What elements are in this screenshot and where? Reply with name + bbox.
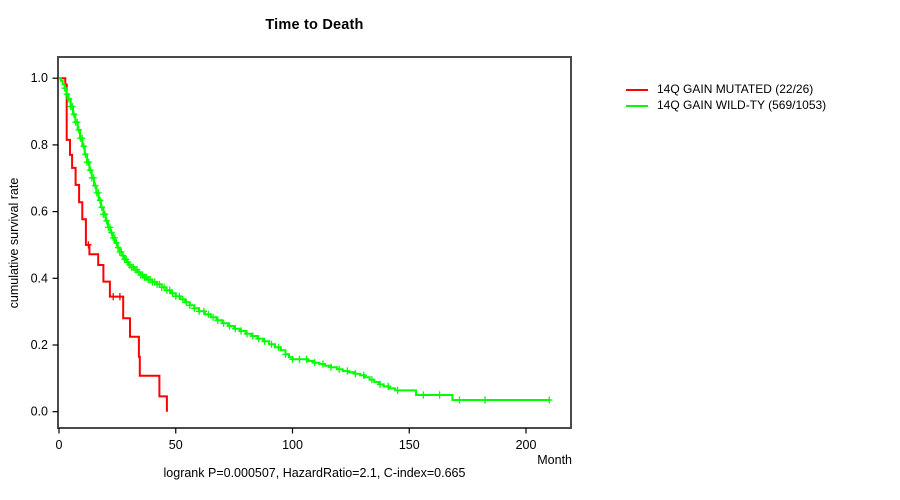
censor-mark-1	[101, 210, 109, 218]
censor-mark-1	[368, 376, 376, 384]
y-axis-label: cumulative survival rate	[7, 177, 21, 309]
censor-mark-1	[243, 330, 251, 338]
censor-mark-1	[255, 335, 262, 343]
series-curve-0	[59, 77, 168, 412]
censor-mark-1	[80, 142, 87, 150]
x-tick-label: 50	[169, 438, 183, 452]
x-tick-label: 150	[399, 438, 420, 452]
censor-mark-1	[303, 355, 310, 363]
censor-mark-1	[327, 363, 335, 371]
censor-mark-1	[103, 217, 110, 225]
censor-mark-1	[319, 360, 327, 368]
legend-item-mutated: 14Q GAIN MUTATED (22/26)	[626, 83, 826, 96]
censor-mark-1	[186, 301, 193, 309]
censor-mark-1	[75, 126, 82, 134]
censor-mark-1	[436, 391, 443, 399]
censor-mark-1	[176, 292, 183, 300]
censor-mark-1	[61, 84, 68, 92]
censor-mark-1	[268, 340, 275, 348]
censor-mark-1	[232, 325, 239, 333]
legend-label-wildtype: 14Q GAIN WILD-TY (569/1053)	[657, 98, 827, 112]
censor-mark-1	[92, 182, 99, 190]
censor-mark-1	[249, 332, 256, 340]
x-axis-label: Month	[537, 453, 572, 467]
censor-mark-1	[282, 350, 289, 358]
censor-mark-1	[289, 355, 296, 363]
censor-mark-1	[95, 189, 102, 197]
censor-mark-1	[90, 174, 97, 182]
censor-mark-1	[74, 118, 81, 126]
censor-mark-1	[169, 289, 176, 297]
censor-mark-1	[394, 386, 401, 394]
censor-mark-1	[119, 252, 127, 260]
censor-mark-1	[214, 316, 221, 324]
censor-mark-1	[69, 102, 76, 111]
censor-mark-0	[110, 293, 117, 301]
series-curve-1	[59, 77, 551, 401]
censor-mark-1	[336, 365, 343, 373]
censor-mark-1	[481, 396, 489, 404]
x-tick-label: 0	[56, 438, 63, 452]
censor-mark-1	[183, 298, 190, 306]
legend: 14Q GAIN MUTATED (22/26) 14Q GAIN WILD-T…	[626, 83, 826, 115]
y-tick-label: 0.8	[31, 138, 48, 152]
y-tick-label: 0.2	[31, 338, 48, 352]
legend-item-wildtype: 14Q GAIN WILD-TY (569/1053)	[626, 99, 826, 112]
censor-mark-1	[82, 150, 89, 158]
y-tick-label: 1.0	[31, 71, 48, 85]
censor-mark-1	[220, 319, 227, 327]
legend-swatch-red-line	[626, 88, 648, 91]
censor-mark-1	[70, 110, 78, 118]
censor-mark-1	[98, 203, 105, 211]
legend-label-mutated: 14Q GAIN MUTATED (22/26)	[657, 82, 814, 96]
censor-mark-1	[179, 295, 186, 303]
censor-mark-0	[116, 293, 124, 301]
censor-mark-1	[456, 396, 463, 404]
legend-swatch-green-line	[626, 104, 648, 107]
censor-mark-1	[191, 304, 198, 312]
censor-mark-1	[296, 355, 303, 363]
censor-mark-1	[546, 396, 553, 404]
censor-mark-1	[78, 134, 86, 142]
y-tick-label: 0.6	[31, 205, 48, 219]
censor-mark-1	[114, 244, 122, 252]
censor-mark-1	[65, 95, 72, 103]
censor-mark-1	[385, 382, 392, 390]
censor-mark-1	[87, 166, 94, 174]
censor-mark-1	[63, 90, 71, 98]
censor-mark-1	[261, 337, 268, 345]
chart-title: Time to Death	[265, 17, 364, 33]
censor-mark-1	[311, 359, 318, 367]
censor-mark-1	[376, 380, 384, 388]
y-tick-label: 0.0	[31, 405, 48, 419]
censor-mark-0	[85, 241, 92, 249]
censor-mark-1	[420, 391, 427, 399]
censor-mark-1	[85, 158, 92, 166]
censor-mark-1	[275, 343, 282, 351]
censor-mark-1	[96, 196, 104, 204]
censor-mark-1	[209, 313, 217, 321]
censor-mark-1	[106, 223, 114, 231]
censor-mark-1	[108, 229, 115, 237]
censor-mark-1	[226, 322, 233, 330]
censor-mark-1	[205, 310, 212, 318]
censor-mark-1	[344, 367, 351, 375]
x-tick-label: 100	[282, 438, 303, 452]
stats-annotation: logrank P=0.000507, HazardRatio=2.1, C-i…	[163, 466, 466, 480]
x-tick-label: 200	[516, 438, 537, 452]
censor-mark-1	[352, 370, 359, 378]
y-tick-label: 0.4	[31, 271, 48, 285]
plot-box	[57, 56, 572, 429]
censor-mark-1	[113, 239, 120, 247]
censor-mark-1	[200, 307, 207, 315]
censor-mark-1	[237, 327, 245, 335]
censor-mark-1	[360, 371, 367, 379]
censor-mark-1	[111, 234, 118, 242]
